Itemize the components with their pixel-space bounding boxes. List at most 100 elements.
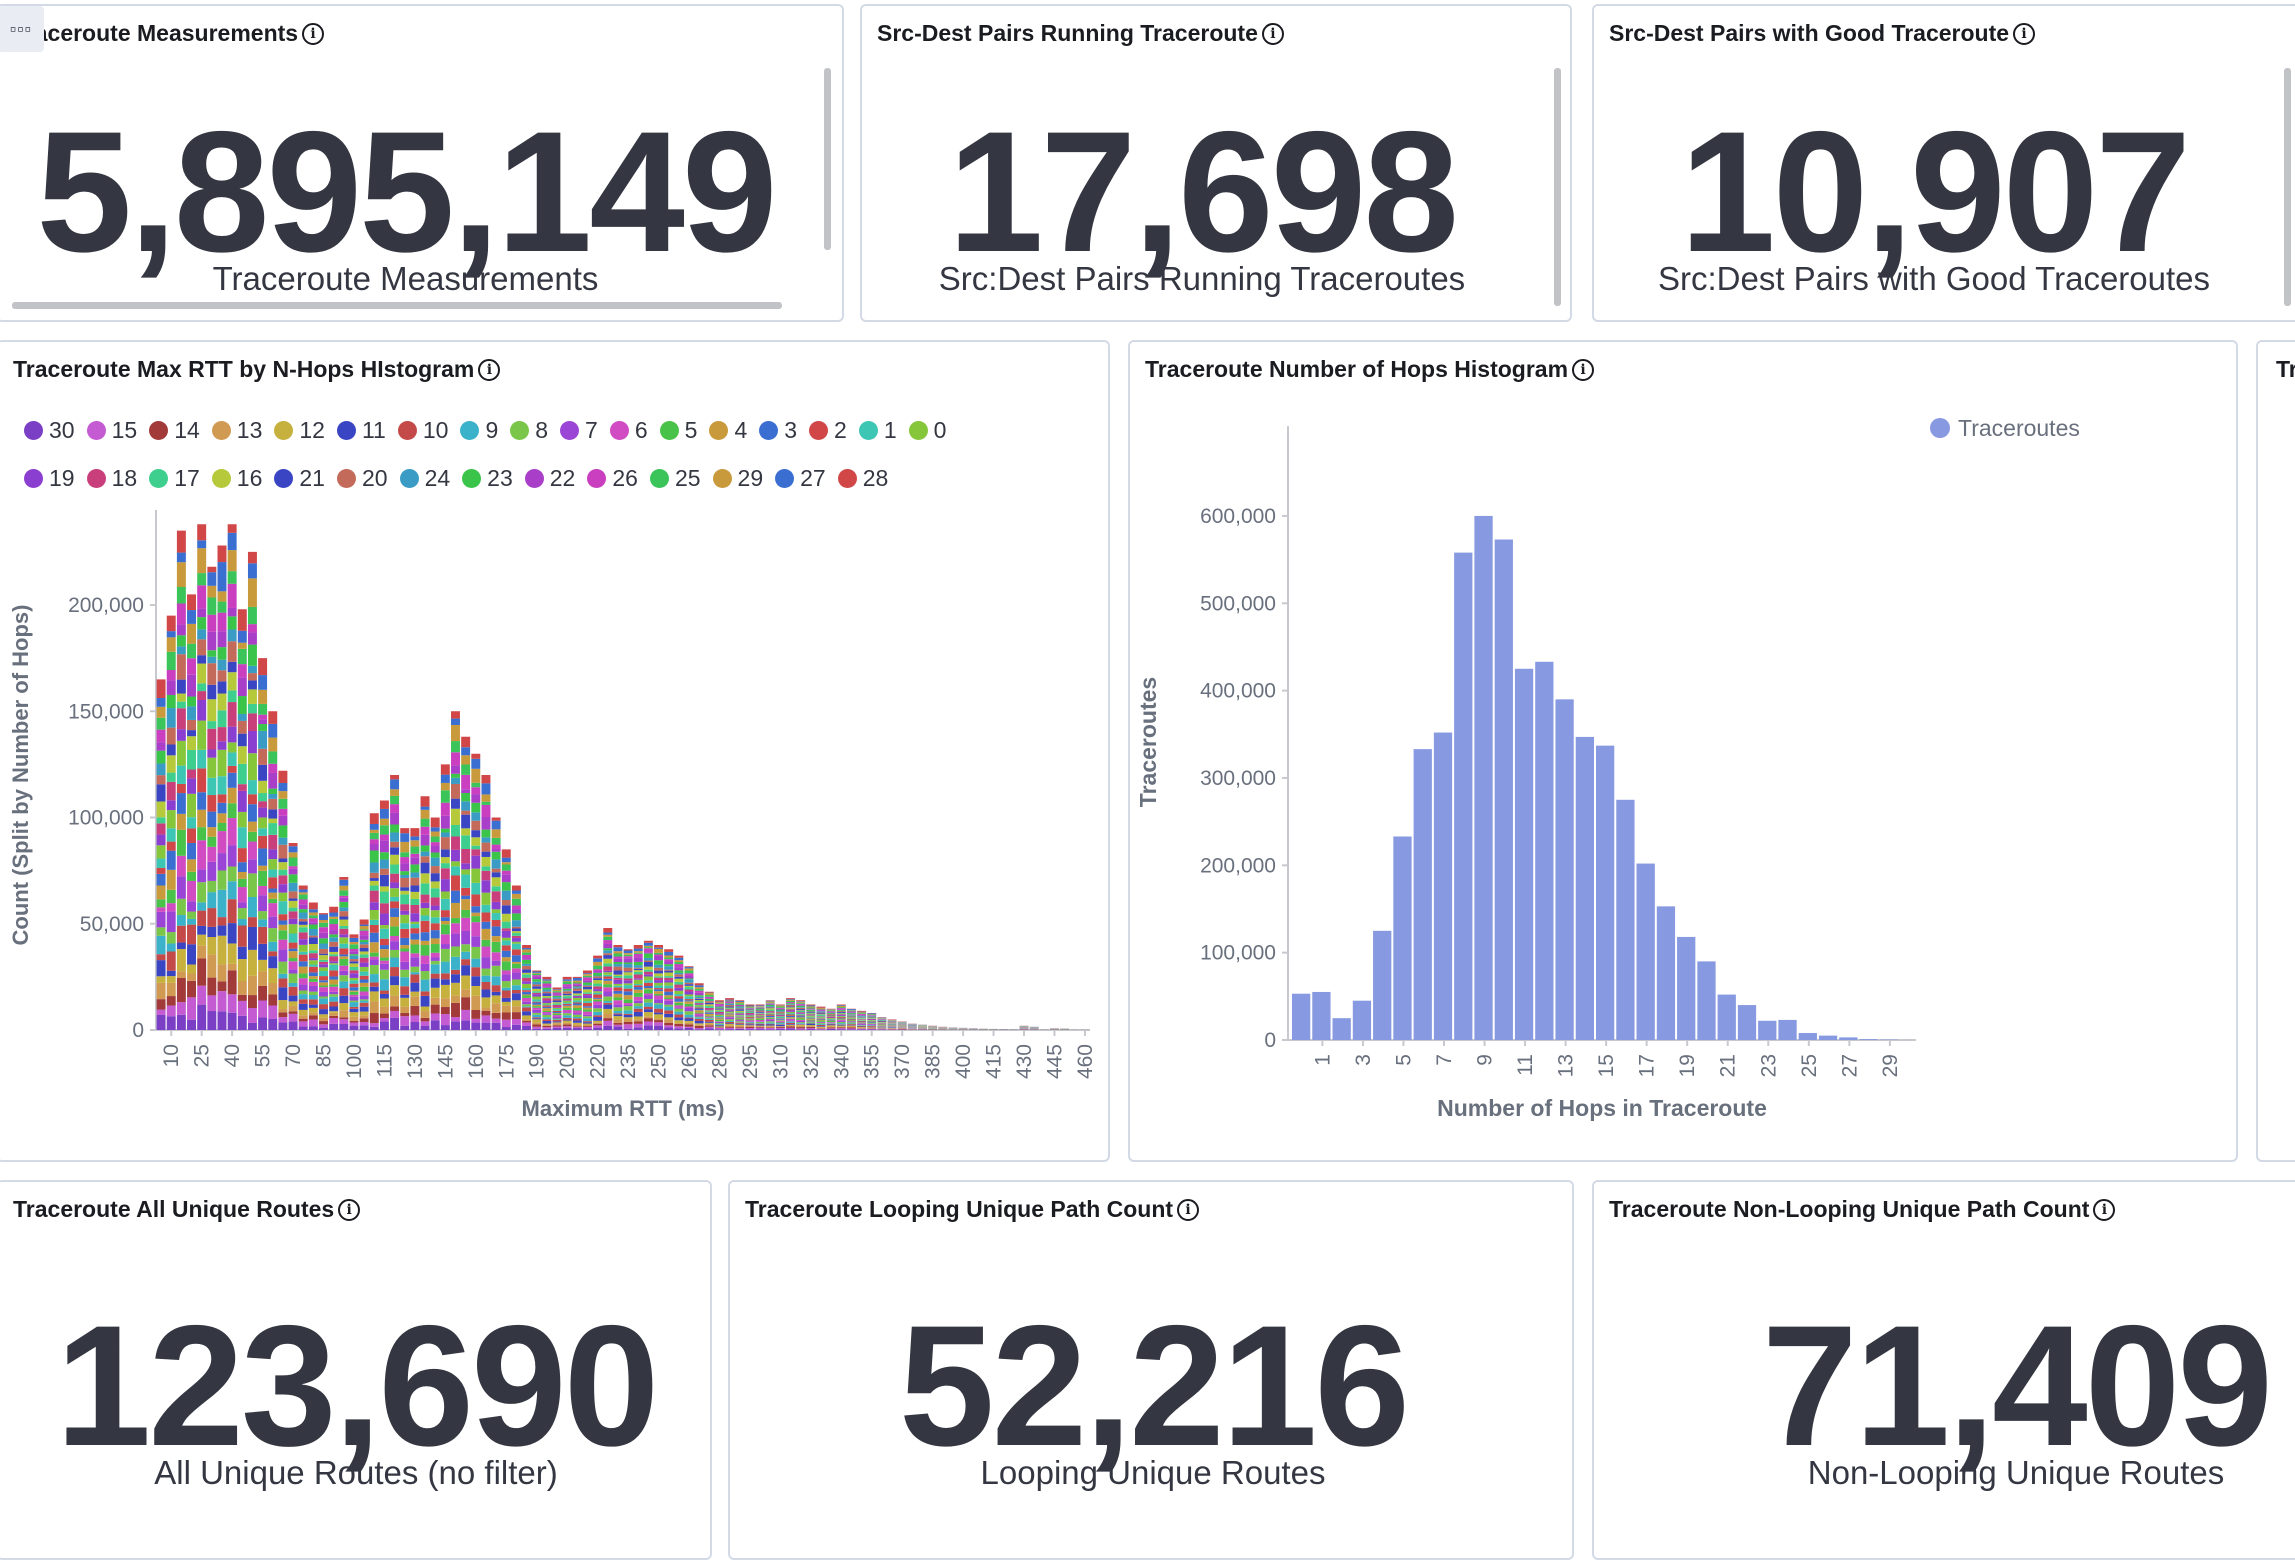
bar-segment [806,1013,815,1014]
bar-segment [796,1021,805,1022]
bar-segment [867,1022,876,1023]
bar-segment [400,995,409,998]
bar-segment [228,994,237,1012]
info-icon[interactable]: i [1177,1199,1199,1221]
bar-segment [207,955,216,978]
bar-segment [847,1011,856,1012]
bar-segment [187,750,196,769]
bar-segment [390,813,399,825]
bar-stack [735,1000,744,1030]
bar-segment [370,1001,379,1013]
bar-segment [725,1011,734,1012]
bar-segment [654,955,663,956]
bar-segment [400,962,409,970]
bar-segment [471,821,480,830]
bar-segment [471,759,480,769]
bar-segment [329,1024,338,1030]
bar-segment [867,1013,876,1014]
info-icon[interactable]: i [338,1199,360,1221]
horizontal-scrollbar[interactable] [12,302,782,309]
bar-segment [370,891,379,903]
bar-segment [563,979,572,981]
bar-segment [786,1029,795,1030]
bar-segment [522,952,531,955]
bar-segment [258,1018,267,1030]
bar-segment [441,783,450,790]
bar-segment [238,926,247,947]
bar-segment [248,1008,257,1023]
bar-segment [654,945,663,948]
bar-segment [218,681,227,693]
bar-segment [207,812,216,828]
bar-segment [471,913,480,916]
bar-segment [847,1015,856,1016]
bar-segment [441,775,450,783]
info-icon[interactable]: i [2093,1199,2115,1221]
bar-stack [522,945,531,1030]
bar-segment [319,992,328,997]
bar-segment [857,1017,866,1018]
panel-options-button[interactable]: ▫▫▫ [0,6,44,52]
bar-segment [654,1026,663,1030]
bar-segment [299,909,308,912]
bar-segment [674,962,683,964]
vertical-scrollbar[interactable] [1554,68,1561,306]
bar-segment [349,1012,358,1017]
bar-segment [339,981,348,988]
bar-segment [634,974,643,978]
bar-segment [654,983,663,986]
bar-stack [1030,1027,1039,1030]
bar-segment [177,603,186,624]
bar-stack [1050,1028,1059,1030]
bar-segment [542,997,551,998]
bar-segment [685,1019,694,1021]
bar [1474,516,1492,1040]
bar-segment [674,964,683,967]
vertical-scrollbar[interactable] [2284,68,2291,306]
bar-segment [339,988,348,996]
bar-segment [857,1023,866,1024]
bar-segment [624,983,633,985]
bar-segment [390,976,399,985]
bar-segment [197,629,206,639]
x-tick-label: 9 [1474,1054,1497,1066]
bar-segment [167,782,176,800]
x-tick-label: 445 [1043,1044,1066,1079]
bar-segment [532,1008,541,1010]
bar-segment [400,1007,409,1013]
bar-segment [512,890,521,893]
info-icon[interactable]: i [2013,23,2035,45]
bar-segment [583,994,592,995]
bar-segment [360,1007,369,1012]
bar-segment [776,1012,785,1013]
bar-segment [685,999,694,1000]
bar-segment [573,1028,582,1030]
info-icon[interactable]: i [1262,23,1284,45]
bar-segment [593,999,602,1000]
vertical-scrollbar[interactable] [824,68,831,250]
bar-segment [268,893,277,899]
bar-segment [634,972,643,975]
y-tick-label: 300,000 [1200,767,1276,790]
bar-segment [461,835,470,849]
bar-segment [654,994,663,996]
bar-segment [563,1008,572,1010]
bar-segment [644,994,653,996]
bar-segment [593,980,602,983]
bar-segment [299,1021,308,1026]
info-icon[interactable]: i [302,23,324,45]
bar-segment [289,943,298,949]
bar-segment [309,909,318,912]
bar-segment [258,749,267,765]
bar-segment [664,1014,673,1018]
bar [1454,553,1472,1040]
bar-segment [370,1013,379,1023]
bar-segment [481,837,490,842]
bar-segment [299,978,308,984]
bar-stack [827,1009,836,1030]
bar-segment [634,997,643,1001]
bar-segment [532,973,541,974]
bar-segment [492,872,501,877]
bar-segment [461,1010,470,1020]
